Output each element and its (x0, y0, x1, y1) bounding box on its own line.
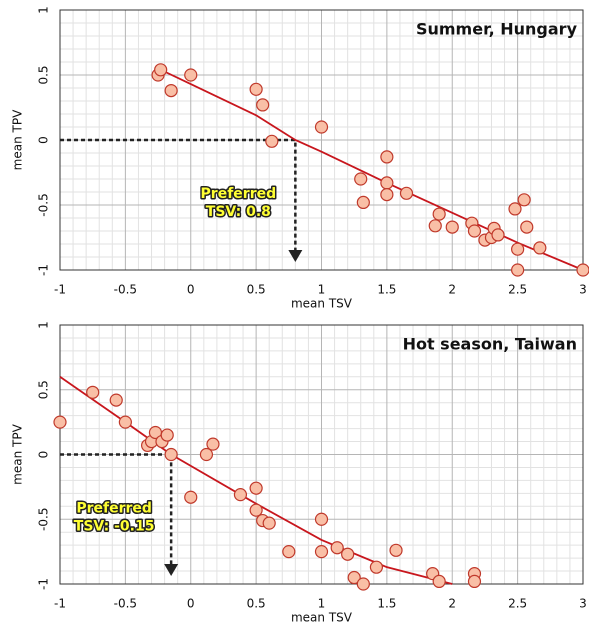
point (517, 193, 531, 207)
y-tick-label: 0.5 (37, 65, 51, 84)
fit-curve (157, 67, 584, 271)
y-tick-label: 0.5 (37, 380, 51, 399)
x-axis-label: mean TSV (291, 611, 353, 625)
point (86, 385, 100, 399)
x-axis-label: mean TSV (291, 297, 353, 311)
x-tick-label: 1 (318, 283, 326, 297)
point (432, 574, 446, 589)
point (314, 120, 329, 134)
point (380, 176, 394, 190)
point (154, 63, 168, 77)
point (356, 577, 370, 591)
point (511, 242, 525, 256)
x-tick-label: 3 (579, 283, 587, 297)
point (256, 98, 270, 112)
x-tick-label: 2 (448, 597, 456, 611)
point (199, 447, 214, 462)
point (428, 219, 442, 233)
point (314, 512, 329, 526)
point (356, 195, 370, 209)
point (491, 228, 505, 242)
point (432, 207, 446, 221)
point (282, 545, 296, 559)
annotation-text: Preferred (76, 501, 152, 517)
chart-title: Summer, Hungary (416, 20, 578, 39)
x-tick-label: 2.5 (508, 597, 527, 611)
point (160, 428, 174, 442)
x-tick-label: 2.5 (508, 283, 527, 297)
annotation-text: Preferred (201, 186, 277, 202)
y-tick-label: -0.5 (37, 508, 51, 531)
y-tick-label: 1 (37, 321, 51, 329)
point (369, 560, 384, 574)
point (53, 415, 67, 429)
y-axis-label: mean TPV (11, 423, 25, 484)
y-axis-label: mean TPV (11, 109, 25, 170)
point (533, 241, 547, 255)
guide-line (60, 453, 173, 566)
point (184, 490, 198, 504)
point (249, 481, 263, 495)
point (164, 447, 178, 462)
point (445, 220, 459, 234)
x-tick-label: 0.5 (247, 283, 266, 297)
point (249, 82, 263, 96)
y-tick-label: 0 (37, 451, 51, 459)
x-tick-label: 2 (448, 283, 456, 297)
x-tick-label: -0.5 (114, 597, 137, 611)
point (520, 220, 534, 234)
point (467, 224, 482, 238)
point (341, 547, 355, 561)
y-tick-label: 0 (37, 136, 51, 144)
x-tick-label: 3 (579, 597, 587, 611)
point (354, 172, 368, 186)
x-tick-label: 1 (318, 597, 326, 611)
y-tick-label: 1 (37, 6, 51, 14)
y-tick-label: -1 (37, 264, 51, 276)
point (249, 503, 263, 517)
point (467, 574, 482, 589)
point (576, 263, 589, 277)
point (380, 150, 394, 164)
x-tick-label: 1.5 (377, 597, 396, 611)
point (389, 543, 403, 557)
annotation-text: TSV: 0.8 (206, 204, 271, 220)
point (265, 134, 279, 148)
x-tick-label: -1 (54, 597, 66, 611)
x-tick-label: -1 (54, 283, 66, 297)
x-tick-label: 1.5 (377, 283, 396, 297)
arrow-head (288, 250, 303, 262)
x-tick-label: 0 (187, 283, 195, 297)
point (164, 83, 178, 98)
point (314, 545, 329, 559)
x-tick-label: -0.5 (114, 283, 137, 297)
point (347, 570, 361, 585)
point (109, 393, 123, 407)
point (508, 202, 522, 216)
y-tick-label: -1 (37, 578, 51, 590)
point (380, 188, 394, 202)
guide-line (60, 138, 297, 252)
point (262, 516, 276, 530)
point (118, 415, 132, 429)
y-tick-label: -0.5 (37, 193, 51, 216)
x-tick-label: 0 (187, 597, 195, 611)
point (511, 263, 525, 277)
point (206, 437, 220, 451)
chart-title: Hot season, Taiwan (403, 335, 577, 354)
annotation-text: TSV: -0.15 (74, 519, 155, 535)
x-tick-label: 0.5 (247, 597, 266, 611)
point (399, 186, 414, 200)
arrow-head (164, 564, 179, 576)
point (233, 488, 248, 502)
point (184, 68, 198, 82)
point (330, 541, 344, 555)
